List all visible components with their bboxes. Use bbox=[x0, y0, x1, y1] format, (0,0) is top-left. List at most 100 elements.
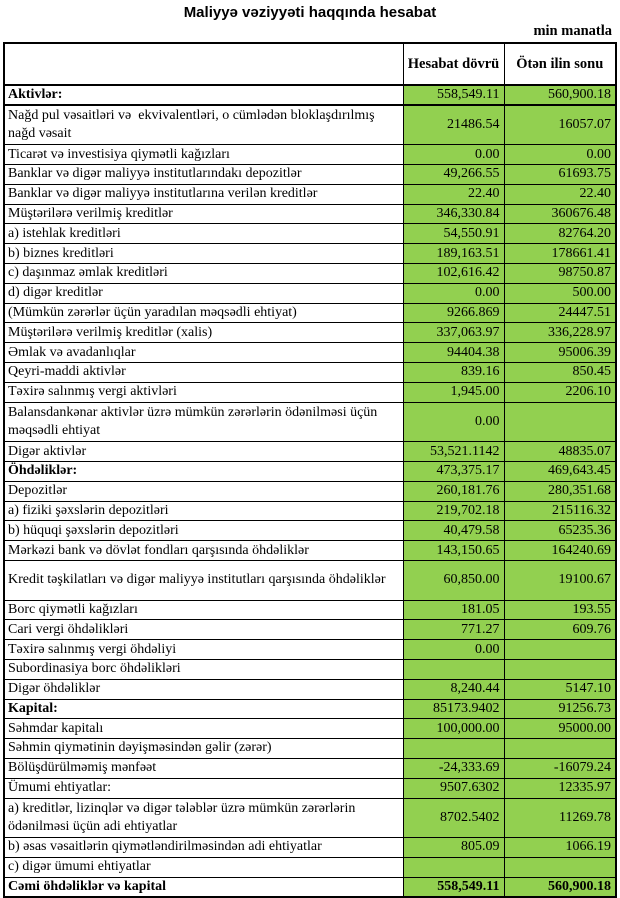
row-label: d) digər kreditlər bbox=[3, 282, 404, 304]
value-current-period: 94404.38 bbox=[402, 342, 505, 364]
value-current-period bbox=[402, 738, 505, 759]
value-previous-year-end bbox=[503, 659, 617, 680]
table-row: Müştərilərə verilmiş kreditlər (xalis) 33… bbox=[3, 322, 617, 344]
value-current-period: 260,181.76 bbox=[402, 480, 505, 502]
row-label: Ümumi ehtiyatlar: bbox=[3, 777, 404, 799]
value-previous-year-end bbox=[503, 738, 617, 759]
value-previous-year-end: 48835.07 bbox=[503, 441, 617, 463]
table-row: Aktivlər: 558,549.11 560,900.18 bbox=[3, 84, 617, 107]
value-current-period: 839.16 bbox=[402, 362, 505, 383]
table-row: c) daşınmaz əmlak kreditləri 102,616.42 98… bbox=[3, 263, 617, 284]
value-current-period: 49,266.55 bbox=[402, 164, 505, 185]
value-previous-year-end: 91256.73 bbox=[503, 698, 617, 720]
value-previous-year-end: 500.00 bbox=[503, 282, 617, 304]
row-label: Səhmdar kapitalı bbox=[3, 718, 404, 740]
header-reporting-period: Hesabat dövrü bbox=[402, 42, 505, 86]
table-row: Banklar və digər maliyyə institutlarına … bbox=[3, 183, 617, 205]
table-row: c) digər ümumi ehtiyatlar bbox=[3, 856, 617, 878]
value-current-period: 219,702.18 bbox=[402, 500, 505, 522]
value-previous-year-end: 95006.39 bbox=[503, 342, 617, 364]
value-current-period: 143,150.65 bbox=[402, 540, 505, 562]
row-label: Digər öhdəliklər bbox=[3, 678, 404, 700]
row-label: a) istehlak kreditləri bbox=[3, 223, 404, 245]
value-previous-year-end: 280,351.68 bbox=[503, 480, 617, 502]
table-row: Ümumi ehtiyatlar: 9507.6302 12335.97 bbox=[3, 777, 617, 799]
row-label: Banklar və digər maliyyə institutlarında… bbox=[3, 164, 404, 185]
value-previous-year-end: 360676.48 bbox=[503, 203, 617, 225]
value-current-period: 100,000.00 bbox=[402, 718, 505, 740]
value-current-period: 40,479.58 bbox=[402, 520, 505, 542]
table-row: b) əsas vəsaitlərin qiymətləndirilməsind… bbox=[3, 837, 617, 858]
value-previous-year-end bbox=[503, 401, 617, 443]
value-current-period: 9507.6302 bbox=[402, 777, 505, 799]
value-previous-year-end: 336,228.97 bbox=[503, 322, 617, 344]
value-current-period: 102,616.42 bbox=[402, 263, 505, 284]
header-previous-year-end: Ötən ilin sonu bbox=[503, 42, 617, 86]
row-label: c) daşınmaz əmlak kreditləri bbox=[3, 263, 404, 284]
value-current-period: 22.40 bbox=[402, 183, 505, 205]
row-label: Bölüşdürülməmiş mənfəət bbox=[3, 757, 404, 779]
value-current-period: 21486.54 bbox=[402, 104, 505, 146]
row-label: Aktivlər: bbox=[3, 84, 404, 107]
table-row: Öhdəliklər: 473,375.17 469,643.45 bbox=[3, 461, 617, 482]
table-row: Banklar və digər maliyyə institutlarında… bbox=[3, 164, 617, 185]
row-label: Nağd pul vəsaitləri və ekvivalentləri, o… bbox=[3, 104, 404, 146]
row-label: b) əsas vəsaitlərin qiymətləndirilməsind… bbox=[3, 837, 404, 858]
row-label: Digər aktivlər bbox=[3, 441, 404, 463]
value-current-period: 60,850.00 bbox=[402, 560, 505, 601]
table-header-row: Hesabat dövrü Ötən ilin sonu bbox=[3, 42, 617, 86]
value-current-period: 558,549.11 bbox=[402, 84, 505, 107]
table-row: Təxirə salınmış vergi öhdəliyi 0.00 bbox=[3, 639, 617, 660]
value-current-period: 771.27 bbox=[402, 619, 505, 641]
row-label: Subordinasiya borc öhdəlikləri bbox=[3, 659, 404, 680]
table-row: Əmlak və avadanlıqlar 94404.38 95006.39 bbox=[3, 342, 617, 364]
report-table-body: Aktivlər: 558,549.11 560,900.18 Nağd pul və… bbox=[3, 84, 617, 898]
value-previous-year-end: 0.00 bbox=[503, 144, 617, 166]
value-current-period: 8,240.44 bbox=[402, 678, 505, 700]
value-current-period: 53,521.1142 bbox=[402, 441, 505, 463]
financial-position-table: Hesabat dövrü Ötən ilin sonu Aktivlər: 55… bbox=[3, 42, 617, 898]
table-row: Borc qiymətli kağızları 181.05 193.55 bbox=[3, 599, 617, 621]
value-previous-year-end: -16079.24 bbox=[503, 757, 617, 779]
value-previous-year-end: 98750.87 bbox=[503, 263, 617, 284]
value-current-period: 85173.9402 bbox=[402, 698, 505, 720]
value-previous-year-end: 560,900.18 bbox=[503, 84, 617, 107]
table-row: Digər öhdəliklər 8,240.44 5147.10 bbox=[3, 678, 617, 700]
row-label: Cari vergi öhdəlikləri bbox=[3, 619, 404, 641]
table-row: Depozitlər 260,181.76 280,351.68 bbox=[3, 480, 617, 502]
value-current-period: 337,063.97 bbox=[402, 322, 505, 344]
table-row: b) hüquqi şəxslərin depozitləri 40,479.58… bbox=[3, 520, 617, 542]
table-row: Cəmi öhdəliklər və kapital 558,549.11 560,… bbox=[3, 876, 617, 898]
value-previous-year-end bbox=[503, 639, 617, 660]
value-previous-year-end: 95000.00 bbox=[503, 718, 617, 740]
value-previous-year-end: 1066.19 bbox=[503, 837, 617, 858]
table-row: Kredit təşkilatları və digər maliyyə ins… bbox=[3, 560, 617, 601]
table-row: Bölüşdürülməmiş mənfəət -24,333.69 -16079.… bbox=[3, 757, 617, 779]
row-label: Səhmin qiymətinin dəyişməsindən gəlir (z… bbox=[3, 738, 404, 759]
row-label: Təxirə salınmış vergi öhdəliyi bbox=[3, 639, 404, 660]
value-current-period: 558,549.11 bbox=[402, 876, 505, 898]
value-current-period: -24,333.69 bbox=[402, 757, 505, 779]
table-row: Balansdankənar aktivlər üzrə mümkün zərə… bbox=[3, 401, 617, 443]
table-row: a) kreditlər, lizinqlər və digər tələblə… bbox=[3, 797, 617, 839]
row-label: Qeyri-maddi aktivlər bbox=[3, 362, 404, 383]
row-label: Banklar və digər maliyyə institutlarına … bbox=[3, 183, 404, 205]
value-previous-year-end: 22.40 bbox=[503, 183, 617, 205]
table-row: Müştərilərə verilmiş kreditlər 346,330.84… bbox=[3, 203, 617, 225]
row-label: Kredit təşkilatları və digər maliyyə ins… bbox=[3, 560, 404, 601]
row-label: Müştərilərə verilmiş kreditlər (xalis) bbox=[3, 322, 404, 344]
row-label: Borc qiymətli kağızları bbox=[3, 599, 404, 621]
value-current-period: 8702.5402 bbox=[402, 797, 505, 839]
value-current-period: 0.00 bbox=[402, 639, 505, 660]
row-label: Cəmi öhdəliklər və kapital bbox=[3, 876, 404, 898]
table-row: Təxirə salınmış vergi aktivləri 1,945.00 2… bbox=[3, 381, 617, 403]
table-row: (Mümkün zərərlər üçün yaradılan məqsədli… bbox=[3, 302, 617, 324]
value-current-period bbox=[402, 659, 505, 680]
value-previous-year-end: 560,900.18 bbox=[503, 876, 617, 898]
value-previous-year-end: 65235.36 bbox=[503, 520, 617, 542]
row-label: b) biznes kreditləri bbox=[3, 243, 404, 265]
value-previous-year-end: 12335.97 bbox=[503, 777, 617, 799]
row-label: Mərkəzi bank və dövlət fondları qarşısın… bbox=[3, 540, 404, 562]
value-previous-year-end: 82764.20 bbox=[503, 223, 617, 245]
